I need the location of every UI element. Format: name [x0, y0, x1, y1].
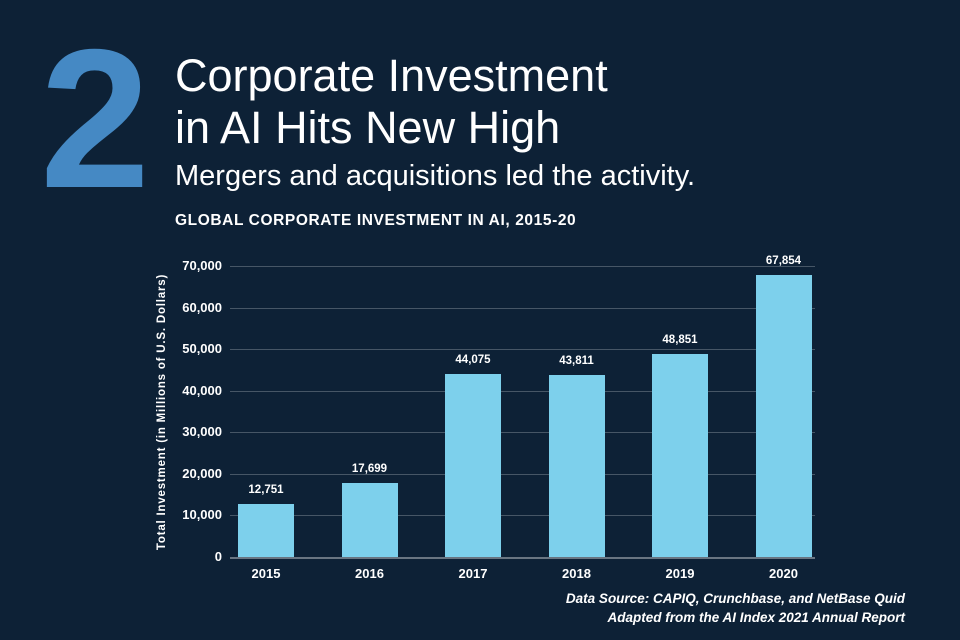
plot-area: 12,751 17,699 44,075 43,811 48,851 67,854 [230, 255, 815, 559]
bar-value-label: 43,811 [559, 354, 594, 367]
y-tick-label: 50,000 [182, 341, 222, 357]
bar-value-label: 44,075 [455, 353, 491, 366]
bar-2017 [445, 373, 501, 557]
bar-2020 [755, 274, 812, 557]
header-block: Corporate Investment in AI Hits New High… [175, 50, 695, 194]
gridline [230, 266, 815, 267]
gridline [230, 307, 815, 309]
y-tick-label: 40,000 [182, 382, 222, 398]
gridline [230, 349, 815, 351]
y-tick-label: 70,000 [182, 258, 222, 273]
y-tick-label: 20,000 [182, 465, 222, 481]
y-tick-label: 10,000 [182, 507, 222, 523]
page-title-line-1: Corporate Investment [175, 50, 608, 101]
y-tick-label: 0 [214, 549, 222, 564]
y-axis-tick-labels: 0 10,000 20,000 30,000 40,000 50,000 60,000 70,… [130, 258, 222, 564]
bar-value-label: 17,699 [351, 463, 388, 476]
x-tick-label: 2015 [251, 566, 281, 581]
x-axis-tick-labels: 2015 2016 2017 2018 2019 2020 [230, 559, 815, 585]
chart-title: GLOBAL CORPORATE INVESTMENT IN AI, 2015-… [175, 212, 577, 229]
data-source-note: Data Source: CAPIQ, Crunchbase, and NetB… [566, 589, 905, 627]
page-title-line-2: in AI Hits New High [175, 102, 561, 153]
bar-2015 [238, 504, 294, 557]
gridline [230, 473, 815, 475]
bar-2018 [548, 374, 605, 557]
gridline [230, 515, 815, 517]
gridline [230, 432, 815, 434]
x-tick-label: 2020 [769, 566, 798, 581]
x-tick-label: 2019 [665, 566, 695, 581]
bar-value-label: 48,851 [662, 333, 698, 346]
bar-2019 [652, 353, 708, 557]
section-number: 2 [40, 8, 150, 229]
bar-2016 [341, 483, 398, 557]
data-source-line-2: Adapted from the AI Index 2021 Annual Re… [607, 610, 905, 625]
page-subtitle: Mergers and acquisitions led the activit… [175, 160, 696, 192]
data-source-line-1: Data Source: CAPIQ, Crunchbase, and NetB… [565, 591, 905, 606]
bar-value-label: 67,854 [765, 254, 802, 267]
y-tick-label: 60,000 [182, 299, 222, 315]
x-tick-label: 2017 [458, 566, 488, 581]
x-tick-label: 2018 [562, 566, 591, 581]
y-tick-label: 30,000 [182, 424, 222, 440]
bar-value-label: 12,751 [248, 483, 284, 496]
x-tick-label: 2016 [355, 566, 384, 581]
gridline [230, 390, 815, 392]
